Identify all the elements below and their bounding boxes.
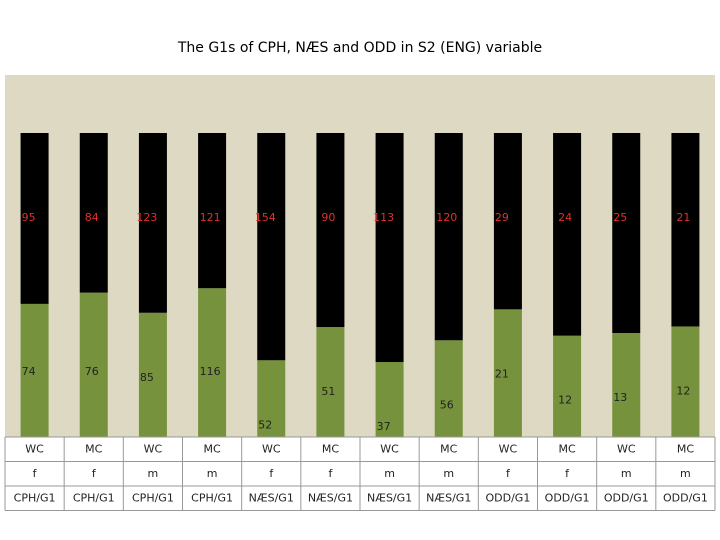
data-label: 12 xyxy=(558,394,572,407)
data-label: 24 xyxy=(558,211,572,224)
category-label: CPH/G1 xyxy=(191,491,233,504)
bar-segment xyxy=(79,133,108,293)
category-label: f xyxy=(506,467,511,480)
bar-segment xyxy=(316,133,345,328)
category-label: WC xyxy=(25,442,44,455)
bar-segment xyxy=(198,288,227,437)
data-label: 51 xyxy=(321,385,335,398)
bar-segment xyxy=(257,133,286,361)
chart-title: The G1s of CPH, NÆS and ODD in S2 (ENG) … xyxy=(177,40,542,56)
category-label: ODD/G1 xyxy=(663,491,708,504)
data-label: 52 xyxy=(258,418,272,431)
bar-segment xyxy=(316,327,345,437)
category-label: WC xyxy=(499,442,518,455)
category-label: WC xyxy=(144,442,163,455)
category-label: MC xyxy=(322,442,339,455)
category-label: CPH/G1 xyxy=(14,491,56,504)
data-label: 74 xyxy=(22,365,36,378)
data-label: 37 xyxy=(377,420,391,433)
data-label: 113 xyxy=(373,211,394,224)
category-label: NÆS/G1 xyxy=(367,491,412,504)
bar-segment xyxy=(671,326,700,437)
category-label: MC xyxy=(677,442,694,455)
bar-segment xyxy=(434,133,463,341)
category-label: ODD/G1 xyxy=(545,491,590,504)
bar-segment xyxy=(138,133,167,313)
category-label: CPH/G1 xyxy=(73,491,115,504)
data-label: 76 xyxy=(85,365,99,378)
category-label: m xyxy=(384,467,395,480)
bar-segment xyxy=(257,360,286,437)
category-label: CPH/G1 xyxy=(132,491,174,504)
category-label: m xyxy=(207,467,218,480)
category-label: NÆS/G1 xyxy=(249,491,294,504)
data-label: 116 xyxy=(200,365,221,378)
category-label: NÆS/G1 xyxy=(308,491,353,504)
category-label: WC xyxy=(262,442,281,455)
category-label: m xyxy=(443,467,454,480)
bar-segment xyxy=(612,133,641,333)
data-label: 154 xyxy=(255,211,276,224)
data-label: 12 xyxy=(676,384,690,397)
data-label: 121 xyxy=(200,211,221,224)
data-label: 29 xyxy=(495,211,509,224)
category-label: MC xyxy=(203,442,220,455)
bar-segment xyxy=(434,340,463,437)
data-label: 84 xyxy=(85,211,99,224)
category-label: MC xyxy=(558,442,575,455)
category-label: f xyxy=(92,467,97,480)
data-label: 25 xyxy=(613,211,627,224)
category-label: MC xyxy=(440,442,457,455)
bar-segment xyxy=(553,335,582,437)
bar-segment xyxy=(493,309,522,437)
data-label: 123 xyxy=(136,211,157,224)
category-label: NÆS/G1 xyxy=(426,491,471,504)
data-label: 90 xyxy=(321,211,335,224)
bar-segment xyxy=(20,303,49,437)
data-label: 21 xyxy=(495,367,509,380)
plot-area xyxy=(5,75,715,437)
category-label: m xyxy=(680,467,691,480)
data-label: 85 xyxy=(140,371,154,384)
bar-segment xyxy=(553,133,582,336)
bar-segment xyxy=(671,133,700,327)
category-label: f xyxy=(565,467,570,480)
category-label: WC xyxy=(617,442,636,455)
category-label: f xyxy=(328,467,333,480)
category-label: MC xyxy=(85,442,102,455)
data-label: 56 xyxy=(440,398,454,411)
data-label: 95 xyxy=(22,211,36,224)
category-label: ODD/G1 xyxy=(604,491,649,504)
data-label: 13 xyxy=(613,391,627,404)
bar-segment xyxy=(612,333,641,437)
category-label: WC xyxy=(380,442,399,455)
bar-segment xyxy=(138,312,167,437)
category-label: f xyxy=(269,467,274,480)
bar-segment xyxy=(375,133,404,363)
bar-segment xyxy=(79,292,108,437)
data-label: 120 xyxy=(436,211,457,224)
category-label: f xyxy=(33,467,38,480)
category-label: m xyxy=(148,467,159,480)
data-label: 21 xyxy=(676,211,690,224)
category-label: m xyxy=(621,467,632,480)
bar-segment xyxy=(198,133,227,289)
bar-segment xyxy=(20,133,49,304)
bar-segment xyxy=(375,362,404,437)
bar-segment xyxy=(493,133,522,310)
category-label: ODD/G1 xyxy=(486,491,531,504)
